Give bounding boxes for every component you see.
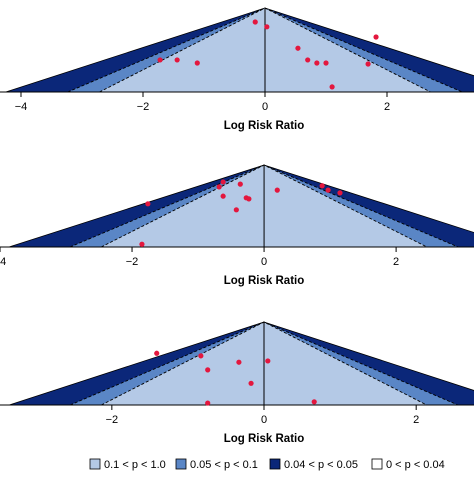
- study-point: [220, 179, 226, 185]
- study-point: [329, 84, 335, 90]
- x-tick-label: 2: [384, 101, 390, 113]
- x-tick-label: −4: [15, 101, 28, 113]
- legend-label: 0.04 < p < 0.05: [284, 459, 358, 471]
- study-point: [311, 399, 317, 405]
- legend-swatch: [371, 458, 383, 470]
- study-point: [325, 187, 331, 193]
- study-point: [157, 57, 163, 63]
- funnel-panel: [8, 164, 474, 247]
- study-point: [337, 190, 343, 196]
- study-point: [205, 367, 211, 373]
- legend-swatch: [269, 458, 281, 470]
- x-tick-label: 0: [261, 256, 267, 268]
- study-point: [365, 61, 371, 67]
- legend-label: 0.05 < p < 0.1: [190, 459, 258, 471]
- x-tick-label: −2: [106, 414, 119, 426]
- study-point: [314, 60, 320, 66]
- study-point: [233, 207, 239, 213]
- study-point: [246, 196, 252, 202]
- x-axis-title: Log Risk Ratio: [224, 120, 305, 132]
- x-tick-label: −2: [137, 101, 150, 113]
- contour-line: [67, 7, 463, 92]
- study-point: [205, 400, 211, 406]
- legend-label: 0 < p < 0.04: [386, 459, 445, 471]
- study-point: [373, 34, 379, 40]
- x-tick-label: 0: [261, 414, 267, 426]
- x-tick-label: 0: [262, 101, 268, 113]
- study-point: [265, 358, 271, 364]
- study-point: [154, 350, 160, 356]
- legend-swatch: [89, 458, 101, 470]
- study-point: [305, 57, 311, 63]
- legend-swatch: [175, 458, 187, 470]
- study-point: [145, 201, 151, 207]
- x-tick-label: 2: [393, 256, 399, 268]
- funnel-panel: [5, 7, 474, 92]
- study-point: [248, 380, 254, 386]
- x-tick-label: 2: [413, 414, 419, 426]
- study-point: [264, 24, 270, 30]
- study-point: [174, 57, 180, 63]
- study-point: [216, 184, 222, 190]
- x-tick-label: −4: [0, 256, 6, 268]
- funnel-panel: [9, 321, 474, 405]
- study-point: [236, 359, 242, 365]
- x-axis-title: Log Risk Ratio: [224, 433, 305, 445]
- study-point: [194, 60, 200, 66]
- study-point: [220, 193, 226, 199]
- study-point: [295, 45, 301, 51]
- study-point: [198, 353, 204, 359]
- x-tick-label: −2: [126, 256, 139, 268]
- study-point: [237, 181, 243, 187]
- study-point: [274, 187, 280, 193]
- x-axis-title: Log Risk Ratio: [224, 275, 305, 287]
- study-point: [319, 183, 325, 189]
- study-point: [323, 60, 329, 66]
- study-point: [139, 241, 145, 247]
- legend-label: 0.1 < p < 1.0: [104, 459, 166, 471]
- study-point: [252, 19, 258, 25]
